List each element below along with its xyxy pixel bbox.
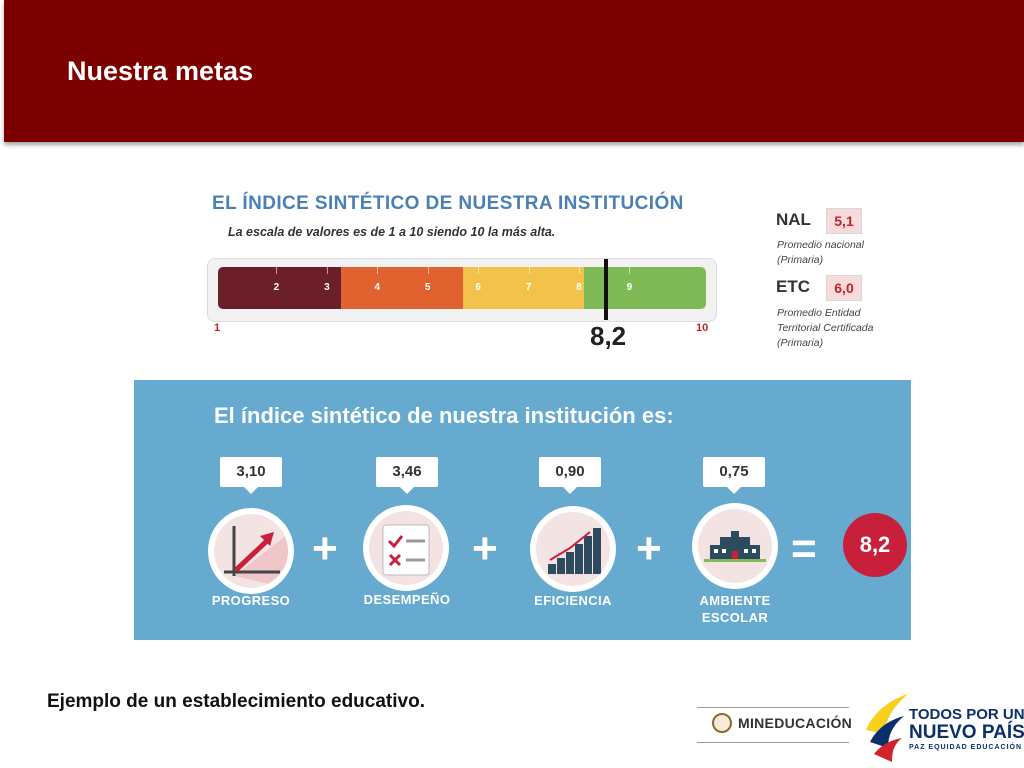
scale-tick	[478, 267, 480, 274]
ref-desc-line: Promedio Entidad	[777, 307, 861, 319]
equals-operator: =	[791, 524, 817, 573]
ref-code-etc: ETC	[776, 277, 810, 296]
ambiente-label-line1: AMBIENTE	[699, 593, 771, 608]
scale-tick-label: 7	[525, 282, 532, 293]
scale-subtitle: La escala de valores es de 1 a 10 siendo…	[228, 225, 556, 239]
ref-desc-line: Territorial Certificada	[777, 322, 874, 334]
plus-operator: +	[636, 524, 662, 573]
scale-tick	[629, 267, 631, 274]
stairs-chart-icon	[548, 528, 601, 574]
scale-title: EL ÍNDICE SINTÉTICO DE NUESTRA INSTITUCI…	[212, 193, 684, 214]
result-badge: 8,2	[843, 513, 907, 577]
ambiente-label: AMBIENTE ESCOLAR	[680, 592, 790, 626]
ref-code-nal: NAL	[776, 210, 811, 229]
ambiente-circle	[692, 503, 778, 589]
gov-logo-line3: PAZ EQUIDAD EDUCACIÓN	[909, 744, 1023, 751]
desempeno-value: 3,46	[376, 457, 438, 494]
ref-desc-line: (Primaria)	[777, 337, 824, 349]
logo-divider-bottom	[697, 742, 849, 743]
progreso-label: PROGRESO	[211, 593, 291, 608]
ref-desc-etc: Promedio Entidad Territorial Certificada…	[777, 306, 873, 351]
header-banner: Nuestra metas	[4, 0, 1024, 142]
desempeno-label: DESEMPEÑO	[363, 592, 451, 607]
progress-chart-icon	[224, 526, 288, 588]
scale-tick	[427, 267, 429, 274]
scale-tick	[377, 267, 379, 274]
desempeno-circle	[363, 505, 449, 591]
page-title: Nuestra metas	[67, 56, 254, 86]
scale-tick-label: 9	[626, 282, 633, 293]
plus-operator: +	[312, 524, 338, 573]
checklist-icon	[382, 524, 430, 576]
scale-marker	[604, 259, 608, 320]
progreso-circle	[208, 508, 294, 594]
eficiencia-label: EFICIENCIA	[534, 593, 612, 608]
flag-swoosh-icon	[866, 694, 908, 762]
scale-segment-mid-high	[463, 267, 584, 309]
scale-segment-low	[218, 267, 341, 309]
scale-tick	[578, 267, 580, 274]
eficiencia-circle	[530, 506, 616, 592]
scale-tick-label: 2	[273, 282, 280, 293]
gov-logo-line1: TODOS POR UN	[909, 706, 1024, 723]
ref-badge-nal: 5,1	[826, 208, 862, 234]
scale-tick-label: 4	[374, 282, 381, 293]
scale-tick	[276, 267, 278, 274]
school-building-icon	[704, 531, 766, 562]
scale-tick-label: 5	[424, 282, 431, 293]
scale-tick-label: 6	[475, 282, 481, 293]
ambiente-label-line2: ESCOLAR	[701, 610, 769, 625]
eficiencia-value: 0,90	[539, 457, 601, 494]
plus-operator: +	[472, 524, 498, 573]
coat-of-arms-icon	[712, 713, 732, 733]
scale-segment-mid-low	[341, 267, 463, 309]
gov-logo-line2: NUEVO PAÍS	[909, 722, 1024, 743]
ref-badge-etc: 6,0	[826, 275, 862, 301]
progreso-value: 3,10	[220, 457, 282, 494]
scale-tick-label: 3	[324, 282, 330, 293]
todos-por-un-nuevo-pais-logo: TODOS POR UN NUEVO PAÍS PAZ EQUIDAD EDUC…	[909, 707, 1024, 753]
scale-bar	[218, 267, 706, 309]
scale-segment-high	[584, 267, 706, 309]
ref-desc-nal: Promedio nacional (Primaria)	[777, 238, 864, 268]
scale-tick	[326, 267, 328, 274]
scale-tick-label: 8	[576, 282, 582, 293]
mineducacion-text: MINEDUCACIÓN	[738, 715, 853, 731]
scale-tick	[528, 267, 530, 274]
ambiente-value: 0,75	[703, 457, 765, 494]
ref-desc-line: Promedio nacional	[777, 239, 864, 251]
scale-value: 8,2	[590, 321, 627, 351]
panel-title: El índice sintético de nuestra instituci…	[214, 403, 674, 428]
mineducacion-logo: MINEDUCACIÓN	[712, 713, 852, 733]
scale-max-label: 10	[696, 322, 709, 334]
ref-desc-line: (Primaria)	[777, 254, 824, 266]
scale-min-label: 1	[214, 322, 221, 334]
logo-divider-top	[697, 707, 849, 708]
caption: Ejemplo de un establecimiento educativo.	[47, 691, 425, 712]
